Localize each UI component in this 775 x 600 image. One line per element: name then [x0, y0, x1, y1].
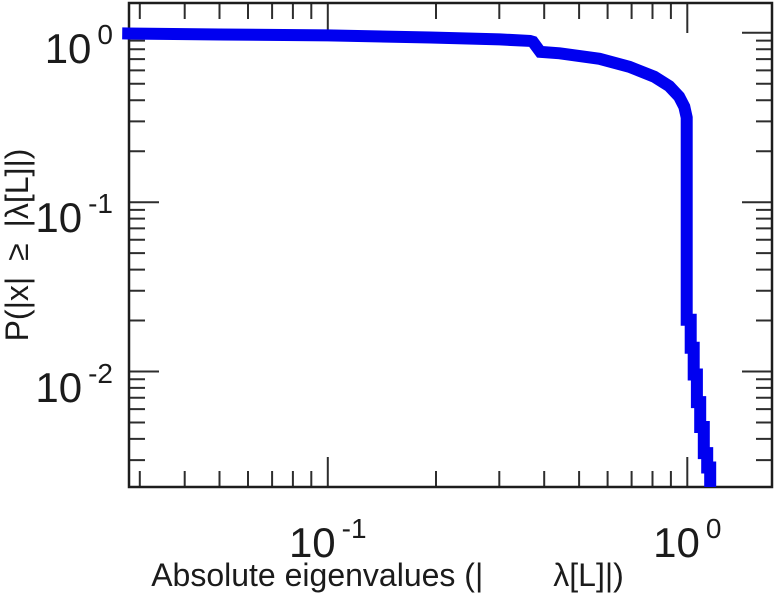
y-axis-tick-label: 10 0: [44, 18, 113, 72]
plot-frame: [127, 1, 774, 489]
y-axis-tick-label: 10 -2: [35, 357, 113, 411]
x-axis-tick-label: 10 0: [653, 513, 722, 566]
axis-tick-marks: [130, 4, 771, 486]
eigenvalue-ccdf-curve: [122, 27, 717, 487]
x-axis-tick-label: 10 -1: [288, 513, 367, 566]
x-axis-title-text: Absolute eigenvalues (|: [151, 557, 484, 593]
x-axis-title: Absolute eigenvalues (| λ[L]|): [0, 556, 775, 594]
y-axis-tick-label: 10 -1: [35, 188, 113, 242]
y-axis-title: P(|x| ≥ |λ[L]|): [0, 148, 35, 342]
x-axis-title-lambda: λ[L]|): [553, 557, 624, 593]
